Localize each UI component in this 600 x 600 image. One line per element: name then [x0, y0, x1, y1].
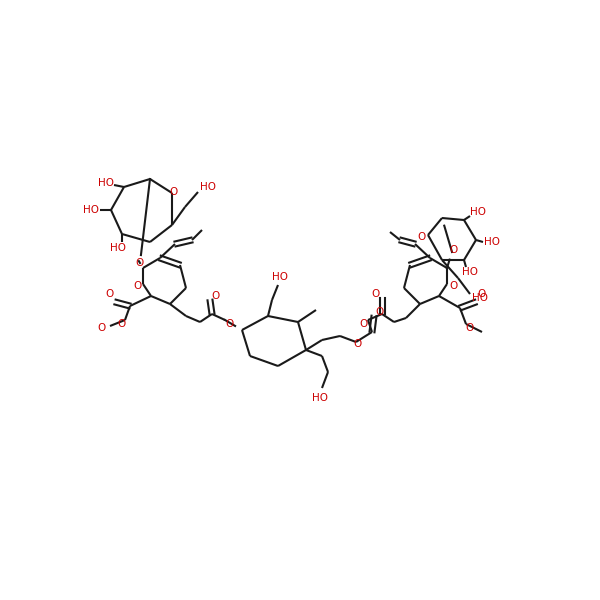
- Text: O: O: [169, 187, 177, 197]
- Text: O: O: [418, 232, 426, 242]
- Text: O: O: [226, 319, 234, 329]
- Text: HO: HO: [462, 267, 478, 277]
- Text: HO: HO: [312, 393, 328, 403]
- Text: HO: HO: [200, 182, 216, 192]
- Text: O: O: [212, 291, 220, 301]
- Text: O: O: [450, 245, 458, 255]
- Text: O: O: [117, 319, 125, 329]
- Text: O: O: [372, 289, 380, 299]
- Text: O: O: [106, 289, 114, 299]
- Text: O: O: [466, 323, 474, 333]
- Text: HO: HO: [472, 293, 488, 303]
- Text: HO: HO: [83, 205, 99, 215]
- Text: HO: HO: [98, 178, 114, 188]
- Text: O: O: [354, 339, 362, 349]
- Text: O: O: [477, 289, 485, 299]
- Text: O: O: [98, 323, 106, 333]
- Text: HO: HO: [110, 243, 126, 253]
- Text: O: O: [136, 258, 144, 268]
- Text: O: O: [359, 319, 367, 329]
- Text: HO: HO: [484, 237, 500, 247]
- Text: HO: HO: [272, 272, 288, 282]
- Text: O: O: [376, 307, 384, 317]
- Text: O: O: [449, 281, 457, 291]
- Text: O: O: [133, 281, 141, 291]
- Text: HO: HO: [470, 207, 486, 217]
